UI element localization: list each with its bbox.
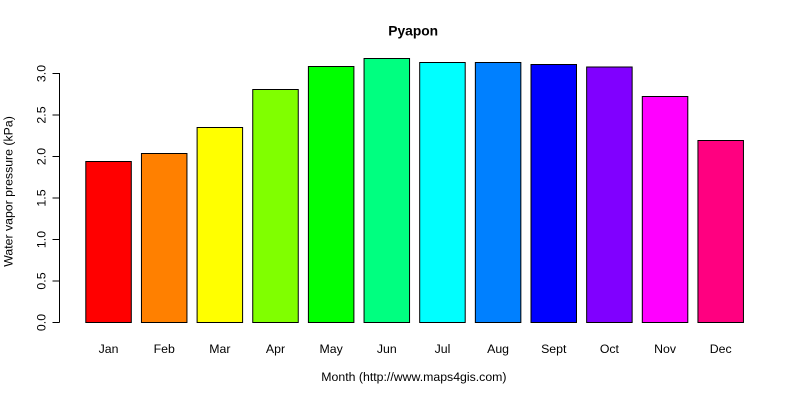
svg-text:1.0: 1.0: [34, 231, 48, 248]
svg-text:1.5: 1.5: [34, 189, 48, 206]
svg-text:Jul: Jul: [435, 342, 451, 356]
svg-text:Apr: Apr: [266, 342, 285, 356]
svg-text:Jan: Jan: [99, 342, 119, 356]
svg-text:Oct: Oct: [600, 342, 620, 356]
svg-text:2.5: 2.5: [34, 106, 48, 123]
svg-text:Water vapor pressure (kPa): Water vapor pressure (kPa): [1, 116, 15, 267]
svg-text:Feb: Feb: [154, 342, 175, 356]
svg-text:Month (http://www.maps4gis.com: Month (http://www.maps4gis.com): [321, 370, 506, 384]
svg-text:0.0: 0.0: [34, 314, 48, 331]
svg-text:May: May: [320, 342, 344, 356]
svg-text:Jun: Jun: [377, 342, 397, 356]
svg-text:3.0: 3.0: [34, 65, 48, 82]
svg-text:2.0: 2.0: [34, 148, 48, 165]
svg-text:Mar: Mar: [209, 342, 230, 356]
svg-text:Sept: Sept: [541, 342, 567, 356]
svg-text:Nov: Nov: [654, 342, 677, 356]
svg-text:Aug: Aug: [487, 342, 509, 356]
svg-text:0.5: 0.5: [34, 272, 48, 289]
svg-text:Dec: Dec: [710, 342, 732, 356]
svg-text:Pyapon: Pyapon: [388, 24, 438, 39]
